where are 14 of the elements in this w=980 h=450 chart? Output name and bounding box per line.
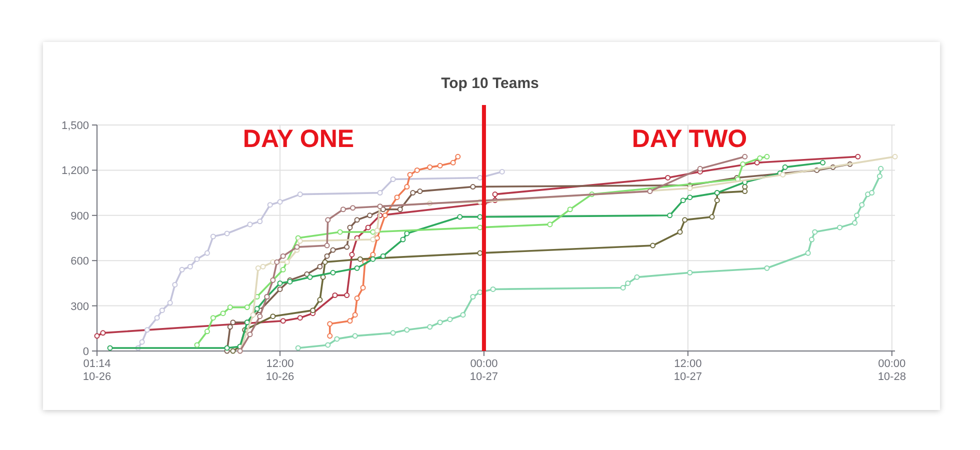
x-tick-label: 01:14 10-26 bbox=[82, 358, 112, 383]
y-tick-label: 300 bbox=[70, 300, 89, 313]
y-tick-label: 1,200 bbox=[61, 165, 89, 178]
y-tick-label: 1,500 bbox=[61, 120, 89, 132]
y-tick-label: 0 bbox=[82, 346, 89, 358]
annotation: DAY ONE bbox=[242, 125, 354, 153]
y-tick-label: 900 bbox=[70, 210, 89, 222]
x-tick-label: 00:00 10-28 bbox=[878, 358, 906, 383]
annotation: DAY TWO bbox=[632, 125, 748, 153]
x-tick-label: 00:00 10-27 bbox=[470, 358, 498, 383]
x-tick-label: 12:00 10-27 bbox=[674, 358, 702, 383]
x-tick-label: 12:00 10-26 bbox=[266, 358, 294, 383]
chart-title: Top 10 Teams bbox=[441, 75, 539, 92]
y-tick-label: 600 bbox=[70, 256, 89, 268]
